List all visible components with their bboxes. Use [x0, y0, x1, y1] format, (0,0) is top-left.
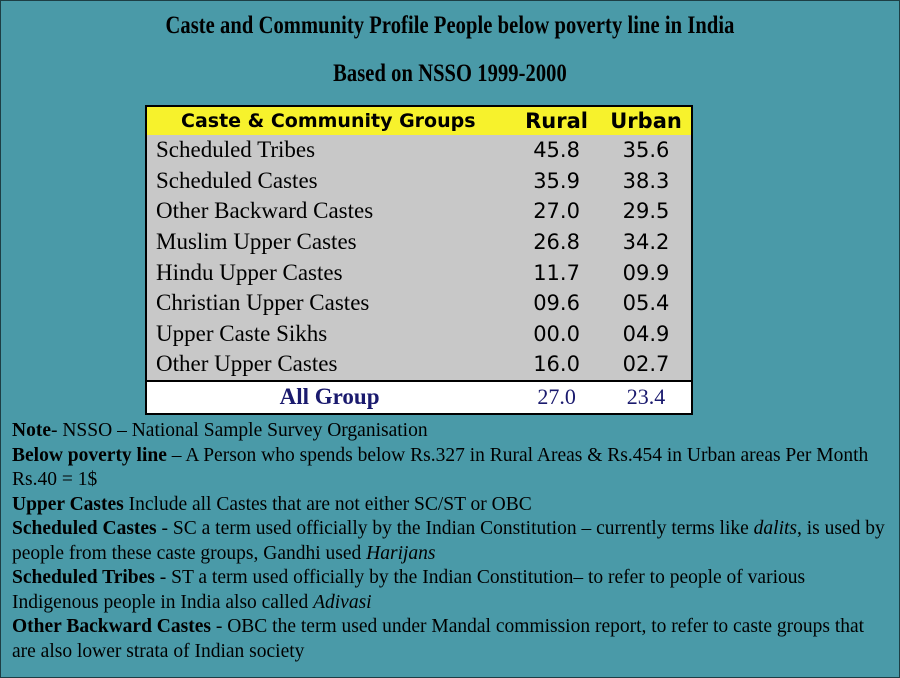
row-rural: 35.9	[533, 168, 580, 193]
page-subtitle: Based on NSSO 1999-2000	[333, 60, 567, 87]
table-row: Other Upper Castes 16.0 02.7	[146, 349, 692, 381]
row-rural: 45.8	[533, 138, 580, 163]
note-scheduled-tribes: Scheduled Tribes - ST a term used offici…	[12, 566, 892, 615]
total-row: All Group 27.0 23.4	[146, 379, 692, 414]
note-obc: Other Backward Castes - OBC the term use…	[12, 615, 892, 664]
total-group: All Group	[146, 379, 513, 414]
note-label: Note	[12, 420, 51, 441]
row-rural: 11.7	[533, 260, 580, 285]
row-urban: 09.9	[622, 260, 670, 285]
total-urban: 23.4	[601, 379, 692, 414]
row-group: Other Upper Castes	[156, 351, 338, 377]
table-header-row: Caste & Community Groups Rural Urban	[146, 106, 692, 135]
row-urban: 04.9	[622, 321, 670, 346]
note-bpl: Below poverty line – A Person who spends…	[12, 444, 892, 493]
row-urban: 02.7	[622, 352, 670, 377]
poverty-table: Caste & Community Groups Rural Urban Sch…	[145, 105, 693, 415]
table-row: Muslim Upper Castes 26.8 34.2	[146, 227, 692, 258]
notes-section: Note- NSSO – National Sample Survey Orga…	[12, 419, 892, 664]
table-row: Scheduled Castes 35.9 38.3	[146, 166, 692, 197]
sc-label: Scheduled Castes	[12, 518, 157, 539]
row-rural: 00.0	[533, 321, 580, 346]
row-urban: 38.3	[622, 168, 670, 193]
row-group: Scheduled Tribes	[156, 137, 316, 163]
bpl-text: – A Person who spends below Rs.327 in Ru…	[12, 444, 869, 491]
sc-italic-1: dalits	[753, 518, 797, 539]
table-row: Upper Caste Sikhs 00.0 04.9	[146, 319, 692, 350]
uc-text: Include all Castes that are not either S…	[123, 493, 532, 515]
row-rural: 09.6	[533, 291, 580, 316]
table-row: Hindu Upper Castes 11.7 09.9	[146, 257, 692, 288]
row-group: Other Backward Castes	[156, 198, 374, 224]
row-urban: 34.2	[622, 230, 670, 255]
table-row: Scheduled Tribes 45.8 35.6	[146, 135, 692, 166]
note-text: - NSSO – National Sample Survey Organisa…	[50, 420, 428, 441]
note-nsso: Note- NSSO – National Sample Survey Orga…	[12, 419, 892, 444]
table-row: Other Backward Castes 27.0 29.5	[146, 196, 692, 227]
row-rural: 16.0	[533, 352, 580, 377]
row-group: Upper Caste Sikhs	[156, 320, 328, 346]
page-title: Caste and Community Profile People below…	[165, 12, 735, 39]
header-groups: Caste & Community Groups	[146, 106, 513, 135]
row-group: Hindu Upper Castes	[156, 259, 343, 285]
note-upper-castes: Upper Castes Include all Castes that are…	[12, 493, 892, 518]
bpl-label: Below poverty line	[12, 444, 167, 466]
obc-label: Other Backward Castes	[12, 616, 211, 637]
st-text: - ST a term used officially by the India…	[12, 567, 806, 613]
row-group: Muslim Upper Castes	[156, 229, 357, 255]
row-rural: 26.8	[533, 230, 580, 255]
row-group: Scheduled Castes	[156, 167, 318, 193]
row-urban: 29.5	[622, 199, 670, 224]
header-rural: Rural	[512, 106, 602, 135]
row-rural: 27.0	[533, 199, 580, 224]
sc-italic-2: Harijans	[366, 542, 436, 564]
uc-label: Upper Castes	[12, 493, 124, 515]
row-urban: 35.6	[622, 138, 670, 163]
header-urban: Urban	[601, 106, 692, 135]
sc-text-1: - SC a term used officially by the India…	[156, 518, 754, 539]
st-label: Scheduled Tribes	[12, 567, 155, 588]
sc-text-2: , is used by people from these caste gro…	[12, 518, 885, 564]
table-row: Christian Upper Castes 09.6 05.4	[146, 288, 692, 319]
st-italic: Adivasi	[313, 591, 372, 613]
row-group: Christian Upper Castes	[156, 290, 370, 316]
obc-text: - OBC the term used under Mandal commiss…	[12, 616, 865, 662]
row-urban: 05.4	[622, 291, 670, 316]
total-rural: 27.0	[512, 379, 602, 414]
note-scheduled-castes: Scheduled Castes - SC a term used offici…	[12, 517, 892, 566]
